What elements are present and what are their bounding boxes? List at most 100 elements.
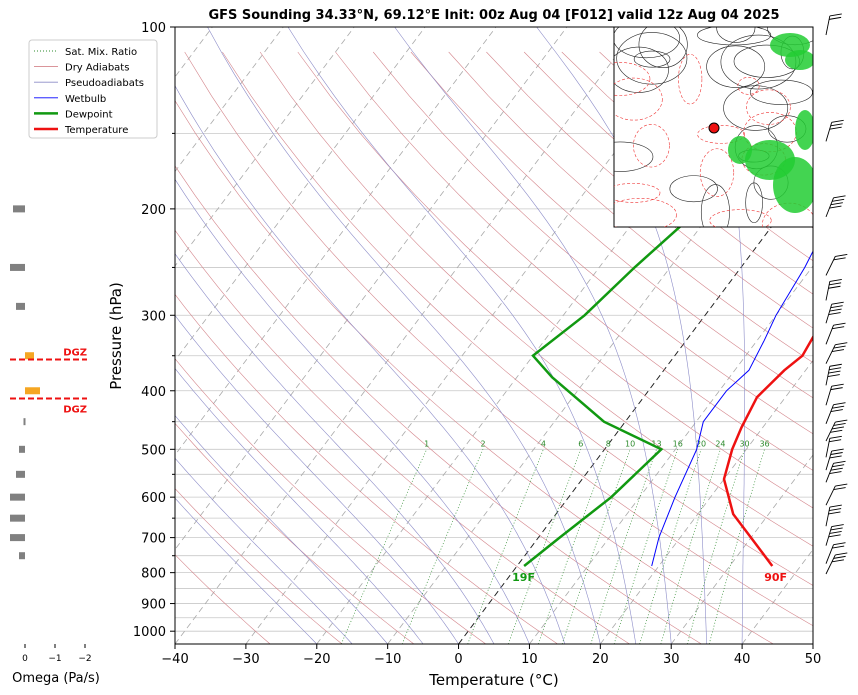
wind-barb: [826, 505, 842, 526]
legend-label: Temperature: [64, 125, 128, 136]
legend-label: Sat. Mix. Ratio: [65, 47, 137, 58]
wind-barb: [826, 543, 846, 564]
precip-area: [728, 136, 752, 164]
mixing-ratio-label: 16: [673, 439, 683, 448]
surface-temperature-label: 90F: [764, 571, 787, 584]
omega-bar: [16, 471, 25, 478]
y-tick-label: 100: [141, 21, 166, 36]
mixing-ratio-line: [640, 449, 702, 644]
x-axis-label: Temperature (°C): [428, 671, 558, 689]
x-tick-label: −40: [161, 652, 188, 667]
mixing-ratio-label: 4: [541, 439, 546, 448]
omega-bar: [19, 552, 25, 559]
mixing-ratio-line: [687, 449, 744, 644]
omega-bar: [10, 515, 25, 522]
mixing-ratio-line: [508, 449, 580, 644]
legend: Sat. Mix. Ratio Dry Adiabats Pseudoadiabat…: [29, 40, 157, 138]
legend-label: Dewpoint: [65, 109, 113, 120]
mixing-ratio-label: 36: [759, 439, 769, 448]
wind-barb: [826, 420, 847, 441]
x-tick-label: 20: [592, 652, 609, 667]
precip-area: [785, 50, 815, 70]
isotherm: [813, 27, 858, 644]
mixing-ratio-line: [661, 449, 721, 644]
dry-adiabat: [0, 52, 414, 644]
wind-barb: [826, 279, 842, 300]
x-tick-label: 40: [734, 652, 751, 667]
omega-bar: [10, 534, 25, 541]
dry-adiabat: [0, 52, 270, 644]
y-tick-label: 1000: [133, 625, 166, 640]
x-tick-label: −10: [374, 652, 401, 667]
wind-barb: [826, 364, 842, 385]
isotherm: [104, 27, 567, 644]
mixing-ratio-line: [402, 449, 483, 644]
wind-barb: [826, 196, 846, 217]
omega-bar: [10, 264, 25, 271]
pseudoadiabat: [288, 27, 636, 644]
x-tick-label: 50: [805, 652, 822, 667]
x-tick-label: −30: [232, 652, 259, 667]
omega-tick-label: −1: [48, 654, 61, 664]
y-axis-label: Pressure (hPa): [107, 282, 125, 390]
omega-tick-label: 0: [22, 654, 28, 664]
dry-adiabat: [0, 52, 342, 644]
wind-barbs: [813, 14, 847, 644]
legend-label: Dry Adiabats: [65, 63, 129, 74]
mixing-ratio-label: 8: [606, 439, 611, 448]
y-tick-label: 900: [141, 598, 166, 613]
wind-barb: [826, 484, 847, 505]
omega-bar: [25, 352, 34, 359]
y-tick-label: 600: [141, 491, 166, 506]
omega-tick-label: −2: [78, 654, 91, 664]
y-tick-label: 200: [141, 203, 166, 218]
omega-panel: 0 −1 −2 DGZ DGZ: [10, 205, 92, 664]
y-tick-label: 300: [141, 309, 166, 324]
legend-label: Pseudoadiabats: [65, 78, 144, 89]
x-tick-label: 10: [521, 652, 538, 667]
mixing-ratio-line: [709, 449, 764, 644]
y-tick-label: 800: [141, 567, 166, 582]
location-marker: [709, 123, 719, 133]
omega-bar: [25, 387, 40, 394]
mixing-ratio-label: 6: [578, 439, 583, 448]
wind-barb: [826, 525, 844, 546]
mixing-ratio-label: 30: [739, 439, 749, 448]
omega-bar: [24, 418, 26, 425]
wind-barb: [826, 120, 844, 141]
wind-barb: [826, 14, 842, 35]
mixing-ratio-label: 2: [480, 439, 485, 448]
pseudoadiabat: [95, 27, 530, 644]
omega-bar: [13, 205, 25, 212]
mixing-ratio-label: 10: [625, 439, 635, 448]
inset-map: [587, 11, 823, 247]
surface-dewpoint-label: 19F: [512, 571, 535, 584]
wind-barb: [826, 343, 847, 364]
dry-adiabat: [109, 52, 701, 644]
x-tick-label: −20: [303, 652, 330, 667]
dgz-label: DGZ: [63, 347, 87, 358]
wind-barb: [826, 254, 847, 275]
wind-barb: [826, 461, 846, 482]
dgz-label: DGZ: [63, 405, 87, 416]
y-tick-label: 500: [141, 443, 166, 458]
wind-barb: [826, 323, 846, 344]
mixing-ratio-line: [341, 449, 426, 644]
dry-adiabat: [72, 52, 630, 644]
y-tick-label: 700: [141, 532, 166, 547]
mixing-ratio-label: 1: [424, 439, 429, 448]
x-tick-label: 0: [454, 652, 462, 667]
wind-barb: [826, 302, 844, 323]
precip-area: [795, 110, 815, 150]
wind-barb: [826, 449, 844, 470]
precip-area: [773, 157, 817, 213]
mixing-ratio-line: [591, 449, 657, 644]
chart-title: GFS Sounding 34.33°N, 69.12°E Init: 00z …: [208, 8, 779, 23]
omega-bar: [10, 494, 25, 501]
omega-bar: [16, 303, 25, 310]
x-tick-label: 30: [663, 652, 680, 667]
omega-axis-label: Omega (Pa/s): [12, 671, 100, 686]
legend-label: Wetbulb: [65, 94, 106, 105]
